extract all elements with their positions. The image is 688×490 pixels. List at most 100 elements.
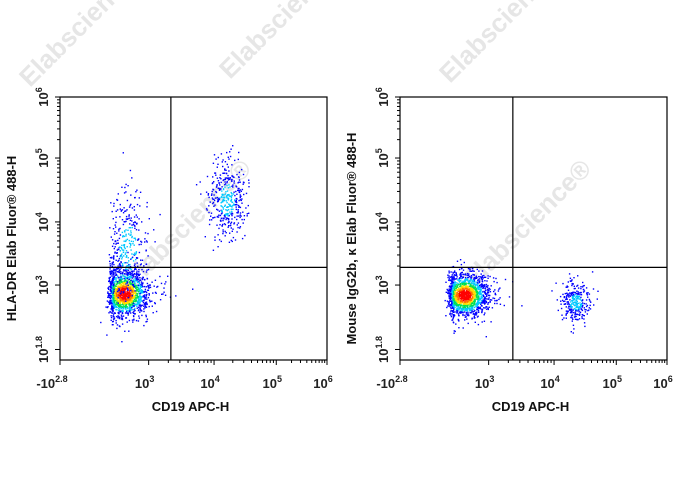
- event-dot: [136, 272, 138, 274]
- event-dot: [471, 311, 473, 313]
- event-dot: [121, 209, 124, 211]
- event-dot: [213, 198, 215, 200]
- event-dot: [213, 205, 215, 207]
- event-dot: [569, 309, 571, 311]
- event-dot: [476, 316, 479, 318]
- event-dot: [477, 279, 479, 281]
- event-dot: [457, 313, 460, 315]
- event-dot: [474, 285, 476, 287]
- event-dot: [472, 292, 475, 294]
- event-dot: [576, 309, 578, 311]
- event-dot: [140, 291, 143, 294]
- event-dot: [492, 297, 494, 299]
- event-dot: [583, 322, 586, 324]
- event-dot: [449, 290, 452, 293]
- event-dot: [447, 301, 449, 303]
- event-dot: [136, 274, 138, 276]
- event-dot: [131, 277, 134, 279]
- event-dot: [144, 238, 146, 240]
- event-dot: [115, 268, 117, 271]
- event-dot: [125, 309, 128, 311]
- event-dot: [222, 199, 224, 202]
- event-dot: [453, 330, 455, 332]
- event-dot: [455, 292, 457, 294]
- event-dot: [121, 281, 123, 283]
- event-dot: [138, 305, 140, 307]
- event-dot: [119, 208, 121, 210]
- event-dot: [137, 306, 140, 309]
- event-dot: [227, 199, 230, 201]
- event-dot: [114, 270, 116, 272]
- event-dot: [455, 299, 458, 301]
- event-dot: [578, 318, 581, 320]
- event-dot: [125, 262, 127, 264]
- event-dot: [134, 309, 136, 312]
- event-dot: [462, 288, 464, 291]
- event-dot: [571, 292, 574, 294]
- event-dot: [470, 295, 472, 297]
- event-dot: [574, 314, 576, 316]
- event-dot: [122, 295, 125, 298]
- event-dot: [129, 271, 131, 274]
- event-dot: [162, 293, 164, 295]
- event-dot: [565, 297, 568, 299]
- event-dot: [218, 227, 220, 230]
- event-dot: [455, 286, 458, 288]
- event-dot: [133, 224, 136, 227]
- event-dot: [228, 184, 230, 186]
- event-dot: [131, 299, 133, 302]
- event-dot: [121, 256, 123, 258]
- event-dot: [567, 310, 569, 313]
- event-dot: [154, 291, 157, 294]
- event-dot: [486, 295, 488, 298]
- event-dot: [238, 191, 241, 194]
- event-dot: [238, 171, 241, 174]
- event-dot: [212, 188, 214, 191]
- event-dot: [121, 310, 123, 312]
- event-dot: [455, 310, 458, 312]
- event-dot: [588, 309, 590, 311]
- event-dot: [224, 223, 227, 226]
- event-dot: [575, 315, 577, 318]
- event-dot: [144, 241, 146, 243]
- event-dot: [111, 287, 113, 289]
- event-dot: [464, 300, 467, 302]
- y-tick-label: 103: [374, 275, 391, 294]
- event-dot: [471, 317, 473, 319]
- event-dot: [121, 278, 123, 280]
- event-dot: [566, 298, 568, 300]
- event-dot: [119, 277, 121, 279]
- event-dot: [453, 275, 455, 278]
- event-dot: [577, 298, 579, 300]
- event-dot: [124, 280, 126, 283]
- event-dot: [117, 265, 119, 267]
- event-dot: [221, 200, 224, 203]
- event-dot: [206, 175, 209, 178]
- event-dot: [134, 283, 136, 285]
- event-dot: [475, 281, 477, 283]
- event-dot: [231, 185, 233, 187]
- event-dot: [140, 290, 142, 292]
- event-dot: [452, 317, 454, 320]
- event-dot: [463, 273, 465, 276]
- event-dot: [574, 304, 576, 307]
- event-dot: [230, 208, 233, 211]
- event-dot: [466, 292, 469, 294]
- event-dot: [123, 192, 126, 194]
- event-dot: [118, 248, 120, 251]
- event-dot: [131, 253, 133, 255]
- event-dot: [580, 308, 583, 310]
- event-dot: [115, 306, 118, 308]
- event-dot: [455, 272, 457, 274]
- event-dot: [130, 240, 133, 242]
- event-dot: [109, 285, 112, 287]
- event-dot: [570, 292, 572, 295]
- event-dot: [581, 303, 583, 306]
- event-dot: [119, 265, 121, 267]
- event-dot: [124, 231, 126, 233]
- event-dot: [130, 285, 132, 287]
- event-dot: [217, 216, 220, 218]
- event-dot: [576, 290, 578, 292]
- event-dot: [473, 283, 475, 286]
- event-dot: [111, 239, 114, 241]
